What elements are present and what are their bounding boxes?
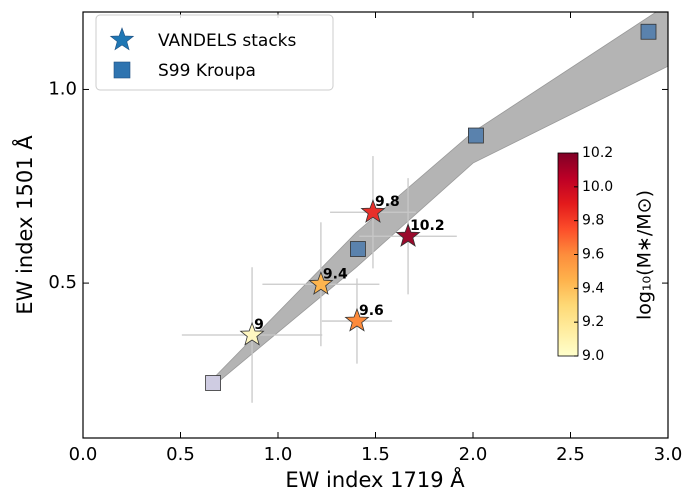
legend-label: S99 Kroupa [158,61,256,81]
colorbar-tick-label: 9.0 [582,348,604,364]
star-marker [308,271,334,295]
colorbar-tick-label: 10.2 [582,145,613,161]
x-tick-label: 2.0 [459,444,488,465]
legend-marker [113,61,131,79]
legend-box [95,14,334,91]
point-label: 9.8 [375,194,400,210]
colorbar-tick-label: 9.2 [582,314,604,330]
colorbar-tick-label: 9.6 [582,247,604,263]
colorbar-tick-label: 9.4 [582,280,604,296]
legend-marker [109,27,135,51]
y-axis-label: EW index 1501 Å [11,135,37,315]
x-tick-label: 0.0 [69,444,98,465]
legend-label: VANDELS stacks [158,31,297,51]
star-marker [344,307,370,332]
star-marker [395,223,421,247]
y-tick-label: 0.5 [48,272,77,293]
x-tick-label: 0.5 [166,444,195,465]
x-tick-label: 3.0 [654,444,683,465]
colorbar-tick-label: 9.8 [582,213,604,229]
star-marker [239,321,265,346]
model-band [213,12,668,387]
x-tick-label: 1.0 [264,444,293,465]
colorbar-label: log₁₀(M∗/M⊙) [634,190,656,320]
x-axis-label: EW index 1719 Å [285,466,465,492]
x-tick-label: 2.5 [556,444,585,465]
point-label: 10.2 [410,218,445,234]
square-marker [205,375,221,391]
x-tick-label: 1.5 [361,444,390,465]
square-marker [640,23,657,40]
colorbar-tick-label: 10.0 [582,179,613,195]
point-label: 9.4 [323,266,348,282]
square-marker [468,127,484,144]
y-tick-label: 1.0 [48,78,77,99]
point-label: 9.6 [359,303,384,319]
square-marker [350,241,366,257]
point-label: 9 [254,317,264,333]
star-marker [360,199,386,223]
